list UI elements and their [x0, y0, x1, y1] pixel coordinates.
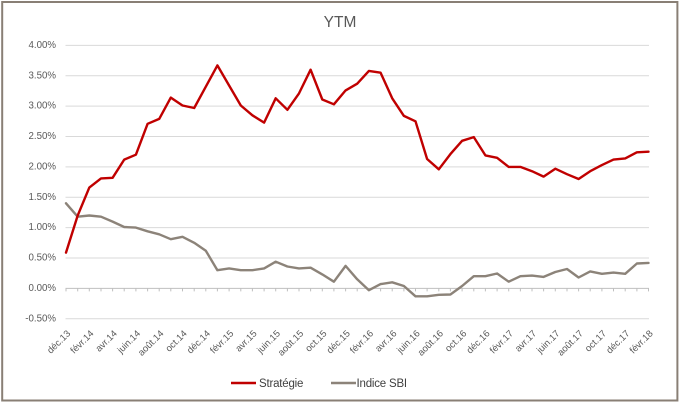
svg-text:3.50%: 3.50%: [29, 70, 57, 81]
svg-text:2.00%: 2.00%: [29, 161, 57, 172]
svg-text:-0.50%: -0.50%: [25, 313, 56, 324]
svg-text:1.50%: 1.50%: [29, 192, 57, 203]
svg-text:Stratégie: Stratégie: [259, 378, 303, 390]
svg-text:Indice SBI: Indice SBI: [357, 378, 407, 390]
svg-text:1.00%: 1.00%: [29, 222, 57, 233]
svg-text:2.50%: 2.50%: [29, 131, 57, 142]
svg-text:4.00%: 4.00%: [29, 40, 57, 51]
svg-text:3.00%: 3.00%: [29, 101, 57, 112]
svg-text:0.50%: 0.50%: [29, 253, 57, 264]
svg-text:YTM: YTM: [324, 14, 357, 31]
svg-text:0.00%: 0.00%: [29, 283, 57, 294]
